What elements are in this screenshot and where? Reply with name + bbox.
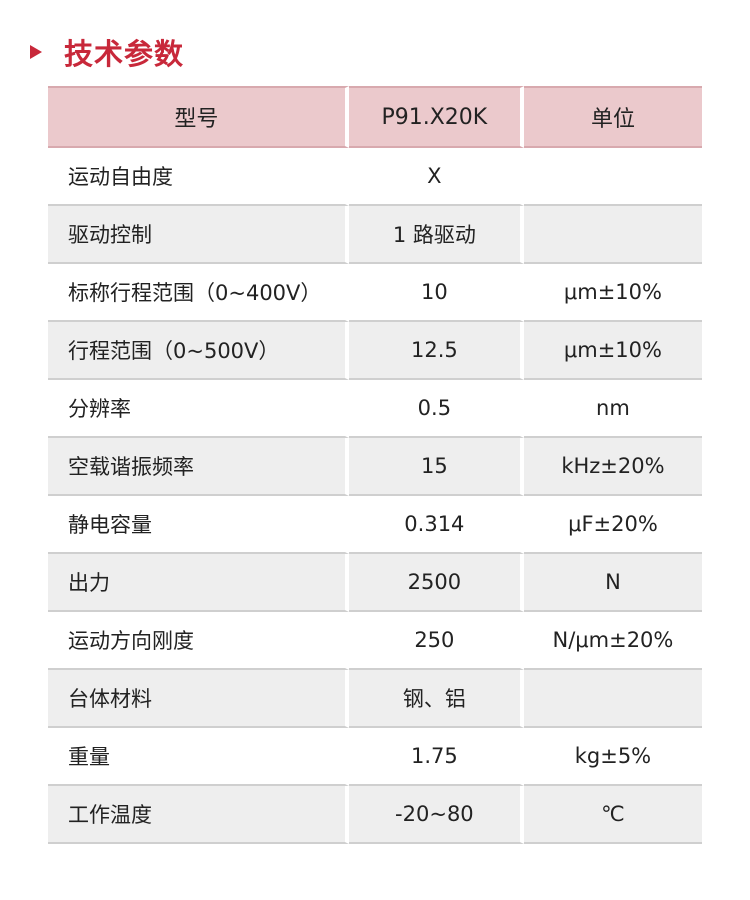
table-row: 空载谐振频率 15 kHz±20%: [48, 438, 702, 496]
param-name: 驱动控制: [48, 206, 349, 264]
param-name: 台体材料: [48, 670, 349, 728]
param-name: 空载谐振频率: [48, 438, 349, 496]
param-value: 0.5: [348, 380, 524, 438]
triangle-right-icon: [30, 45, 42, 59]
table-row: 标称行程范围（0~400V） 10 μm±10%: [48, 264, 702, 322]
header-product: P91.X20K: [348, 86, 524, 148]
param-value: -20~80: [348, 786, 524, 844]
param-unit: nm: [523, 380, 702, 438]
spec-table: 型号 P91.X20K 单位 运动自由度 X 驱动控制 1 路驱动 标称行程范围（0~4…: [48, 86, 702, 844]
param-unit: μF±20%: [523, 496, 702, 554]
table-row: 运动方向刚度 250 N/μm±20%: [48, 612, 702, 670]
param-unit: N: [523, 554, 702, 612]
param-unit: μm±10%: [523, 264, 702, 322]
table-row: 运动自由度 X: [48, 148, 702, 206]
param-unit: N/μm±20%: [523, 612, 702, 670]
param-value: 1.75: [348, 728, 524, 786]
param-name: 标称行程范围（0~400V）: [48, 264, 349, 322]
header-unit: 单位: [523, 86, 702, 148]
param-name: 出力: [48, 554, 349, 612]
section-header: 技术参数: [30, 30, 184, 74]
param-value: 0.314: [348, 496, 524, 554]
table-row: 重量 1.75 kg±5%: [48, 728, 702, 786]
param-value: 钢、铝: [348, 670, 524, 728]
param-name: 运动方向刚度: [48, 612, 349, 670]
param-name: 行程范围（0~500V）: [48, 322, 349, 380]
param-name: 分辨率: [48, 380, 349, 438]
param-name: 工作温度: [48, 786, 349, 844]
section-title: 技术参数: [64, 37, 185, 71]
table-row: 静电容量 0.314 μF±20%: [48, 496, 702, 554]
param-unit: kHz±20%: [523, 438, 702, 496]
param-value: 250: [348, 612, 524, 670]
header-model: 型号: [48, 86, 349, 148]
table-row: 分辨率 0.5 nm: [48, 380, 702, 438]
param-value: 2500: [348, 554, 524, 612]
param-unit: ℃: [523, 786, 702, 844]
param-unit: [523, 148, 702, 206]
table-row: 工作温度 -20~80 ℃: [48, 786, 702, 844]
param-value: X: [348, 148, 524, 206]
param-value: 1 路驱动: [348, 206, 524, 264]
param-name: 静电容量: [48, 496, 349, 554]
table-row: 出力 2500 N: [48, 554, 702, 612]
param-name: 运动自由度: [48, 148, 349, 206]
table-row: 驱动控制 1 路驱动: [48, 206, 702, 264]
param-value: 15: [348, 438, 524, 496]
param-name: 重量: [48, 728, 349, 786]
table-row: 台体材料 钢、铝: [48, 670, 702, 728]
table-header-row: 型号 P91.X20K 单位: [48, 86, 702, 148]
param-value: 12.5: [348, 322, 524, 380]
param-unit: kg±5%: [523, 728, 702, 786]
param-unit: [523, 206, 702, 264]
param-unit: [523, 670, 702, 728]
param-unit: μm±10%: [523, 322, 702, 380]
table-row: 行程范围（0~500V） 12.5 μm±10%: [48, 322, 702, 380]
param-value: 10: [348, 264, 524, 322]
